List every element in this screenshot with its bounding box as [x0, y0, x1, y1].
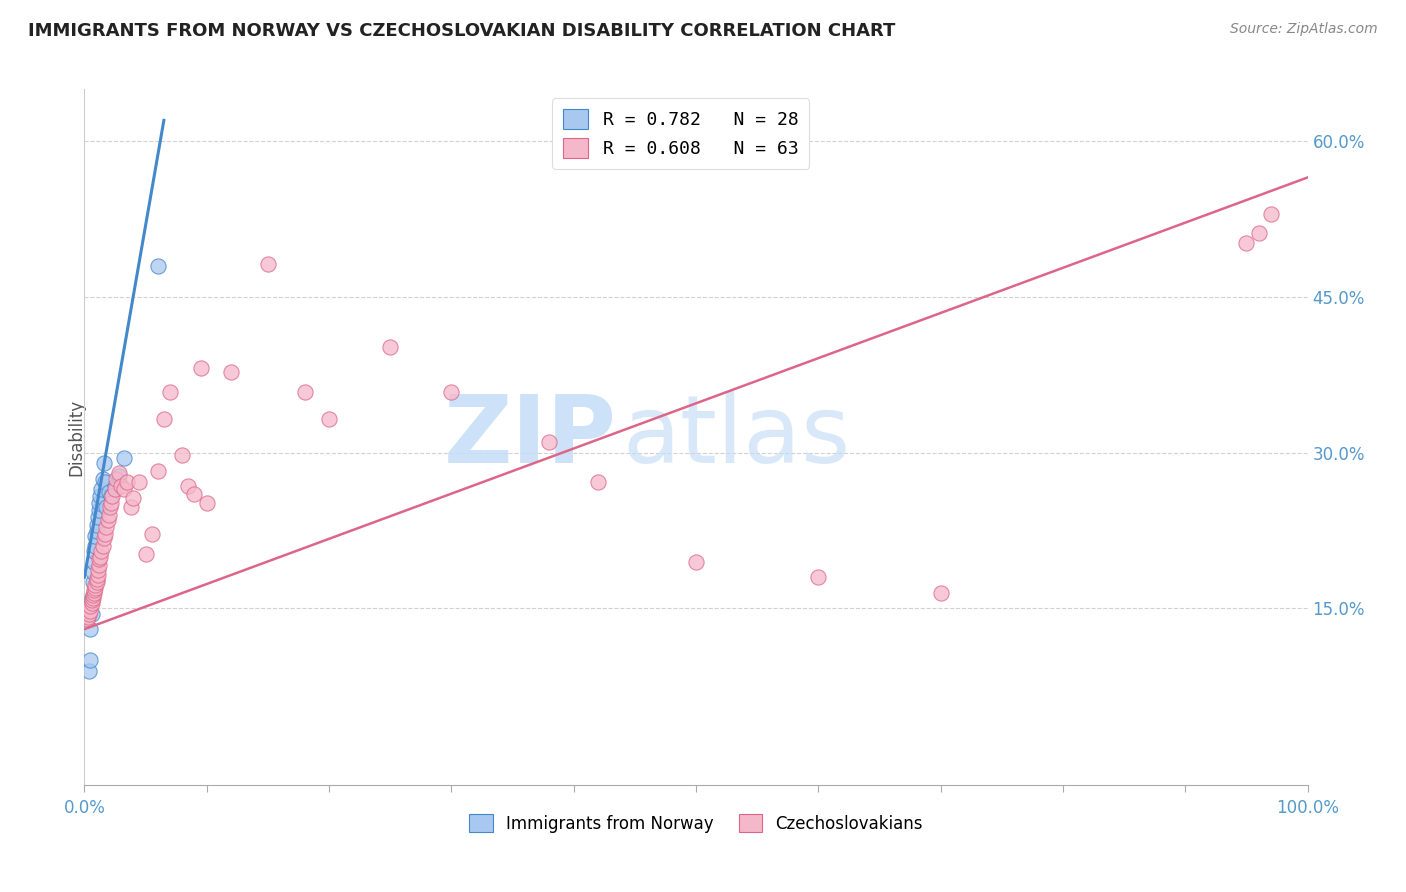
Point	[538, 435, 561, 450]
Point	[77, 609, 100, 624]
Point	[1260, 207, 1282, 221]
Point	[120, 500, 142, 514]
Point	[98, 500, 121, 514]
Point	[86, 524, 108, 538]
Y-axis label: Disability: Disability	[67, 399, 84, 475]
Point	[91, 539, 114, 553]
Point	[76, 612, 98, 626]
Point	[96, 520, 118, 534]
Point	[183, 487, 205, 501]
Point	[685, 555, 707, 569]
Point	[77, 664, 100, 678]
Point	[440, 385, 463, 400]
Point	[153, 412, 176, 426]
Point	[89, 549, 111, 564]
Point	[94, 475, 117, 489]
Point	[87, 510, 110, 524]
Point	[96, 500, 118, 514]
Point	[93, 531, 115, 545]
Point	[257, 257, 280, 271]
Point	[77, 607, 100, 621]
Point	[110, 479, 132, 493]
Point	[79, 603, 101, 617]
Point	[146, 464, 169, 478]
Point	[807, 570, 830, 584]
Point	[87, 568, 110, 582]
Point	[100, 495, 122, 509]
Point	[80, 596, 103, 610]
Point	[90, 544, 112, 558]
Point	[84, 539, 107, 553]
Point	[94, 526, 117, 541]
Point	[86, 575, 108, 590]
Point	[97, 508, 120, 522]
Point	[195, 495, 218, 509]
Point	[89, 489, 111, 503]
Point	[83, 582, 105, 597]
Point	[177, 479, 200, 493]
Point	[1236, 235, 1258, 250]
Point	[87, 551, 110, 566]
Point	[79, 622, 101, 636]
Point	[83, 586, 105, 600]
Point	[87, 563, 110, 577]
Point	[586, 475, 609, 489]
Point	[84, 529, 107, 543]
Point	[122, 491, 145, 506]
Point	[86, 572, 108, 586]
Point	[115, 475, 138, 489]
Point	[112, 450, 135, 465]
Point	[80, 591, 103, 605]
Point	[318, 412, 340, 426]
Point	[90, 482, 112, 496]
Point	[84, 581, 107, 595]
Point	[219, 365, 242, 379]
Text: ZIP: ZIP	[443, 391, 616, 483]
Point	[79, 599, 101, 614]
Point	[104, 482, 127, 496]
Point	[100, 489, 122, 503]
Point	[105, 472, 128, 486]
Point	[104, 479, 127, 493]
Point	[83, 544, 105, 558]
Point	[294, 385, 316, 400]
Point	[82, 588, 104, 602]
Point	[84, 577, 107, 591]
Point	[97, 485, 120, 500]
Point	[86, 518, 108, 533]
Point	[146, 259, 169, 273]
Point	[87, 558, 110, 572]
Point	[87, 502, 110, 516]
Point	[380, 340, 402, 354]
Point	[929, 586, 952, 600]
Legend: Immigrants from Norway, Czechoslovakians: Immigrants from Norway, Czechoslovakians	[463, 807, 929, 839]
Point	[93, 456, 115, 470]
Text: Source: ZipAtlas.com: Source: ZipAtlas.com	[1230, 22, 1378, 37]
Point	[83, 555, 105, 569]
Text: atlas: atlas	[623, 391, 851, 483]
Point	[82, 591, 104, 605]
Point	[82, 565, 104, 579]
Point	[159, 385, 181, 400]
Point	[79, 653, 101, 667]
Point	[190, 360, 212, 375]
Point	[141, 526, 163, 541]
Point	[107, 468, 129, 483]
Point	[91, 472, 114, 486]
Point	[1247, 226, 1270, 240]
Point	[80, 593, 103, 607]
Point	[128, 475, 150, 489]
Point	[97, 513, 120, 527]
Point	[101, 489, 124, 503]
Point	[112, 482, 135, 496]
Point	[172, 448, 194, 462]
Text: IMMIGRANTS FROM NORWAY VS CZECHOSLOVAKIAN DISABILITY CORRELATION CHART: IMMIGRANTS FROM NORWAY VS CZECHOSLOVAKIA…	[28, 22, 896, 40]
Point	[107, 467, 129, 481]
Point	[87, 495, 110, 509]
Point	[82, 575, 104, 590]
Point	[80, 607, 103, 621]
Point	[135, 548, 157, 562]
